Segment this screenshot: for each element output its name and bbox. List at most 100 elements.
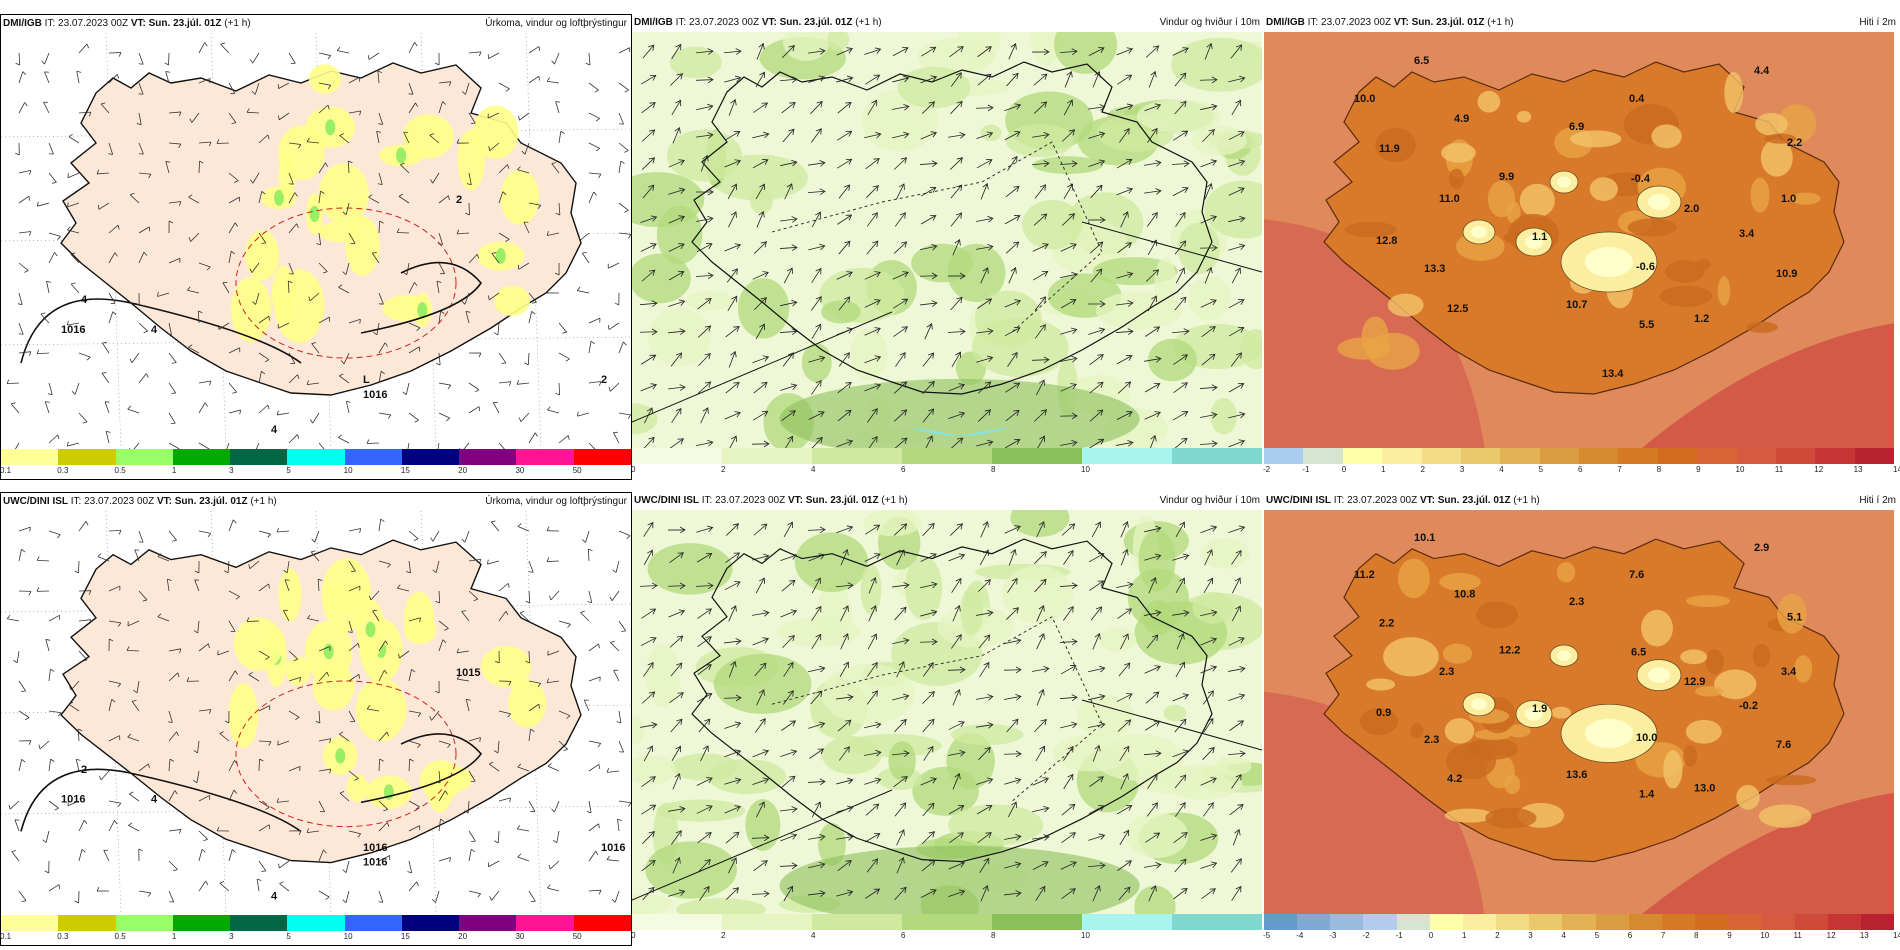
wind-arrow-head [1183,328,1190,335]
wind-barb [618,530,631,539]
wind-arrow [837,719,852,732]
colorbar [632,448,1262,464]
wind-arrow-shaft [975,107,993,109]
wind-barb [168,829,182,834]
wind-barb-flag [385,640,389,645]
wind-arrow-head [1208,128,1215,136]
wind-barb [168,530,177,542]
wind-arrow-shaft [1088,695,1104,701]
wind-barb-flag [54,252,58,257]
wind-barb-flag [299,766,301,771]
wind-barb [288,262,294,275]
wind-arrow [668,806,686,813]
wind-barb [18,351,32,357]
map-temperature[interactable]: 6.510.04.94.40.46.92.211.99.9 -0.411.0 1.0… [1264,32,1894,448]
wind-barb-flag [524,362,529,366]
wind-arrow [976,244,994,251]
wind-arrow-head [760,297,767,304]
land-layer [1323,61,1845,395]
wind-barb [434,680,440,694]
map-precip[interactable]: L10161016224442 [1,33,631,449]
wind-arrow [723,48,742,55]
wind-barb [38,740,50,750]
wind-arrow-shaft [640,75,656,85]
wind-arrow-head [731,268,738,275]
wind-barb-staff [138,82,144,95]
map-wind[interactable] [632,32,1262,448]
wind-arrow [671,43,682,59]
wind-barb-flag [82,421,88,424]
wind-arrow [639,300,658,307]
wind-barb-staff [339,135,350,144]
wind-barb-flag [117,622,122,627]
wind-barb-staff [618,82,629,91]
temperature-label: 10.9 [1776,268,1797,280]
wind-arrow [672,126,681,144]
wind-barb-staff [318,646,331,652]
wind-barb-staff [307,141,320,144]
wind-barb [44,401,50,414]
wind-arrow-head [1179,802,1186,809]
map-temperature[interactable]: 10.111.210.82.97.62.35.12.212.2 6.52.3 3.4… [1264,510,1894,914]
wind-barb [524,352,530,366]
wind-arrow-shaft [724,806,740,814]
wind-arrow-shaft [920,215,936,225]
wind-barb-flag [387,563,391,568]
wind-arrow [1173,130,1189,141]
panel-uwc-temp: UWC/DINI ISL IT: 23.07.2023 00Z VT: Sun.… [1263,492,1900,946]
wind-barb-flag [74,570,79,574]
wind-barb-staff [370,590,380,601]
precip-area [345,216,380,276]
wind-barb-staff [558,435,569,444]
grid-line [1081,699,1262,751]
isobar [360,733,483,804]
wind-arrow-shaft [1089,242,1103,254]
wind-barb-staff [468,890,481,895]
wind-barb-staff [438,639,444,652]
wind-barb [43,101,50,114]
precip-core [274,189,285,206]
wind-arrow-shaft [1088,667,1104,673]
temp-zone [1683,744,1698,767]
wind-barb-staff [255,292,260,305]
wind-arrow [754,718,766,733]
wind-barb-flag [230,93,235,95]
wind-arrow [1144,861,1162,869]
wind-arrow-head [898,183,905,190]
map-wind[interactable] [632,510,1262,914]
colorbar-swatch [1,449,59,465]
wind-arrow-shaft [1147,129,1157,143]
wind-arrow [920,75,938,84]
wind-arrow-shaft [1005,410,1019,422]
wind-barb-flag [534,432,538,437]
wind-speed-area [1188,276,1232,321]
wind-arrow-head [762,355,770,362]
wind-barb [400,162,410,174]
wind-arrow-shaft [1204,44,1212,60]
wind-barb-staff [220,44,230,54]
wind-arrow-head [956,523,964,530]
wind-arrow-head [900,523,908,530]
wind-arrow [864,327,881,336]
wind-barb-flag [207,533,212,538]
wind-barb-flag [507,583,510,588]
wind-arrow [811,633,822,650]
wind-barb [318,890,330,900]
wind-arrow-head [1094,633,1101,640]
wind-arrow-shaft [807,781,825,783]
wind-barb [468,848,476,862]
wind-barb-flag [294,192,298,197]
wind-barb [228,250,236,264]
wind-arrow-shaft [1204,268,1212,284]
wind-barb-flag [67,202,69,207]
colorbar-labels: 0.1 0.3 0.5 1 3 5 10 15 20 30 50 [0,932,631,944]
wind-barb-flag [311,342,317,344]
wind-arrow-head [758,210,765,218]
wind-barb-staff [347,160,350,174]
wind-barb-flag [22,71,27,76]
wind-barb-staff [18,195,30,204]
wind-arrow [1060,721,1078,729]
wind-barb [588,317,601,324]
wind-arrow-head [1210,777,1217,784]
